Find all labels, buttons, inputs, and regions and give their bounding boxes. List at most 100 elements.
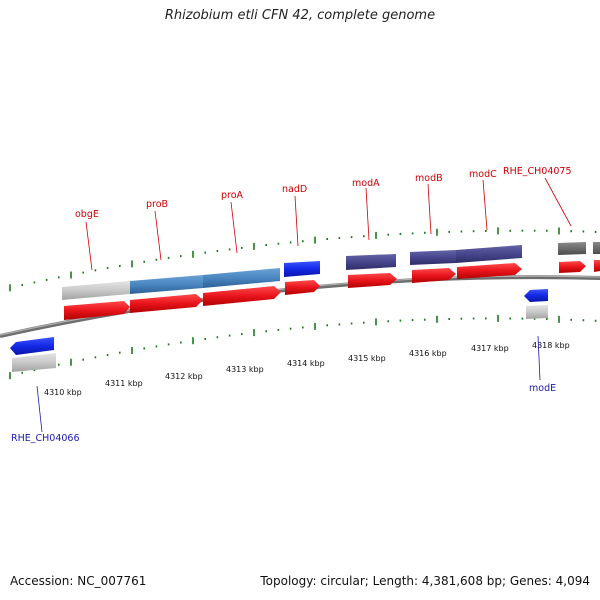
minor-tick	[216, 336, 219, 339]
major-tick	[131, 347, 133, 354]
minor-tick	[570, 318, 572, 321]
major-tick	[192, 337, 194, 345]
cds-modA[interactable]	[348, 273, 397, 288]
minor-tick	[58, 276, 60, 279]
minor-tick	[424, 318, 426, 321]
minor-tick	[521, 317, 524, 320]
tick-label-4313: 4313 kbp	[226, 365, 264, 374]
major-tick	[253, 329, 255, 337]
major-tick	[314, 322, 316, 330]
minor-tick	[289, 327, 292, 330]
label-modA: modA	[352, 178, 380, 189]
gene-RHE_CH04075[interactable]	[558, 242, 586, 255]
gene-nadD[interactable]	[284, 261, 320, 277]
cds-obgE[interactable]	[64, 301, 130, 320]
label-obgE: obgE	[75, 209, 99, 220]
major-tick	[192, 250, 194, 258]
tick-label-4317: 4317 kbp	[471, 344, 509, 353]
inner-tick-row	[9, 314, 597, 380]
cds-RHE_CH04075[interactable]	[559, 261, 586, 273]
minor-tick	[143, 347, 145, 350]
minor-tick	[143, 260, 145, 263]
minor-tick	[472, 230, 475, 233]
cds-modB[interactable]	[412, 268, 456, 283]
minor-tick	[94, 356, 97, 359]
minor-tick	[241, 246, 243, 249]
minor-tick	[448, 230, 450, 233]
outer-tick-row	[9, 227, 597, 292]
minor-tick	[302, 240, 304, 243]
gene-modC[interactable]	[456, 245, 522, 263]
accession-text: Accession: NC_007761	[10, 574, 147, 588]
minor-tick	[363, 235, 365, 238]
minor-tick	[533, 317, 536, 320]
minor-tick	[399, 233, 402, 235]
minor-tick	[265, 244, 267, 246]
map-title: Rhizobium etli CFN 42, complete genome	[164, 8, 436, 23]
cds-modC[interactable]	[457, 263, 522, 279]
minor-tick	[167, 343, 170, 346]
label-nadD: nadD	[282, 184, 307, 195]
minor-tick	[411, 319, 414, 322]
major-tick	[375, 318, 377, 326]
minor-tick	[106, 267, 109, 270]
minor-tick	[228, 334, 231, 337]
minor-tick	[216, 250, 219, 252]
gene-next-partial[interactable]	[593, 242, 600, 254]
minor-tick	[21, 284, 23, 287]
minor-tick	[509, 229, 511, 232]
cds-proA[interactable]	[203, 286, 281, 306]
minor-tick	[228, 248, 231, 251]
label-modB: modB	[415, 173, 443, 184]
minor-tick	[21, 371, 23, 374]
minor-tick	[594, 230, 597, 233]
gene-proB[interactable]	[130, 275, 203, 294]
forward-cds-track	[64, 260, 600, 320]
minor-tick	[424, 231, 426, 234]
minor-tick	[33, 281, 36, 284]
minor-tick	[277, 328, 280, 331]
minor-tick	[387, 320, 389, 323]
minor-tick	[155, 345, 158, 348]
minor-tick	[448, 318, 450, 320]
major-tick	[70, 358, 72, 366]
gene-modA[interactable]	[346, 254, 396, 270]
cds-next-partial[interactable]	[594, 260, 600, 272]
minor-tick	[326, 324, 328, 327]
gene-RHE_CH04066[interactable]	[10, 337, 54, 355]
gene-obgE[interactable]	[62, 281, 130, 300]
cds-nadD[interactable]	[285, 280, 320, 295]
minor-tick	[180, 341, 182, 344]
tick-label-4318: 4318 kbp	[532, 341, 570, 350]
cds-proB[interactable]	[130, 294, 203, 313]
minor-tick	[509, 317, 511, 320]
minor-tick	[533, 229, 536, 232]
gene-proA[interactable]	[203, 268, 280, 288]
minor-tick	[521, 229, 524, 232]
major-tick	[9, 372, 11, 380]
minor-tick	[58, 363, 60, 366]
label-modE: modE	[529, 383, 556, 394]
gene-RHE_CH04066-cds[interactable]	[12, 353, 56, 372]
minor-tick	[350, 236, 353, 239]
gene-modB[interactable]	[410, 250, 456, 265]
gene-modE-cds[interactable]	[526, 305, 548, 319]
tick-label-4310: 4310 kbp	[44, 388, 82, 397]
reverse-gene-labels: RHE_CH04066 modE	[11, 335, 556, 444]
minor-tick	[289, 241, 292, 244]
label-proA: proA	[221, 190, 244, 201]
major-tick	[131, 260, 133, 268]
minor-tick	[594, 319, 597, 322]
gene-modE[interactable]	[524, 289, 548, 302]
tick-label-4315: 4315 kbp	[348, 354, 386, 363]
major-tick	[9, 284, 11, 292]
minor-tick	[546, 318, 548, 320]
minor-tick	[338, 237, 341, 239]
minor-tick	[277, 242, 280, 245]
minor-tick	[119, 351, 121, 354]
minor-tick	[460, 317, 463, 320]
minor-tick	[363, 321, 365, 324]
major-tick	[436, 315, 438, 323]
major-tick	[70, 271, 72, 279]
scale-labels: 4310 kbp 4311 kbp 4312 kbp 4313 kbp 4314…	[44, 341, 570, 397]
